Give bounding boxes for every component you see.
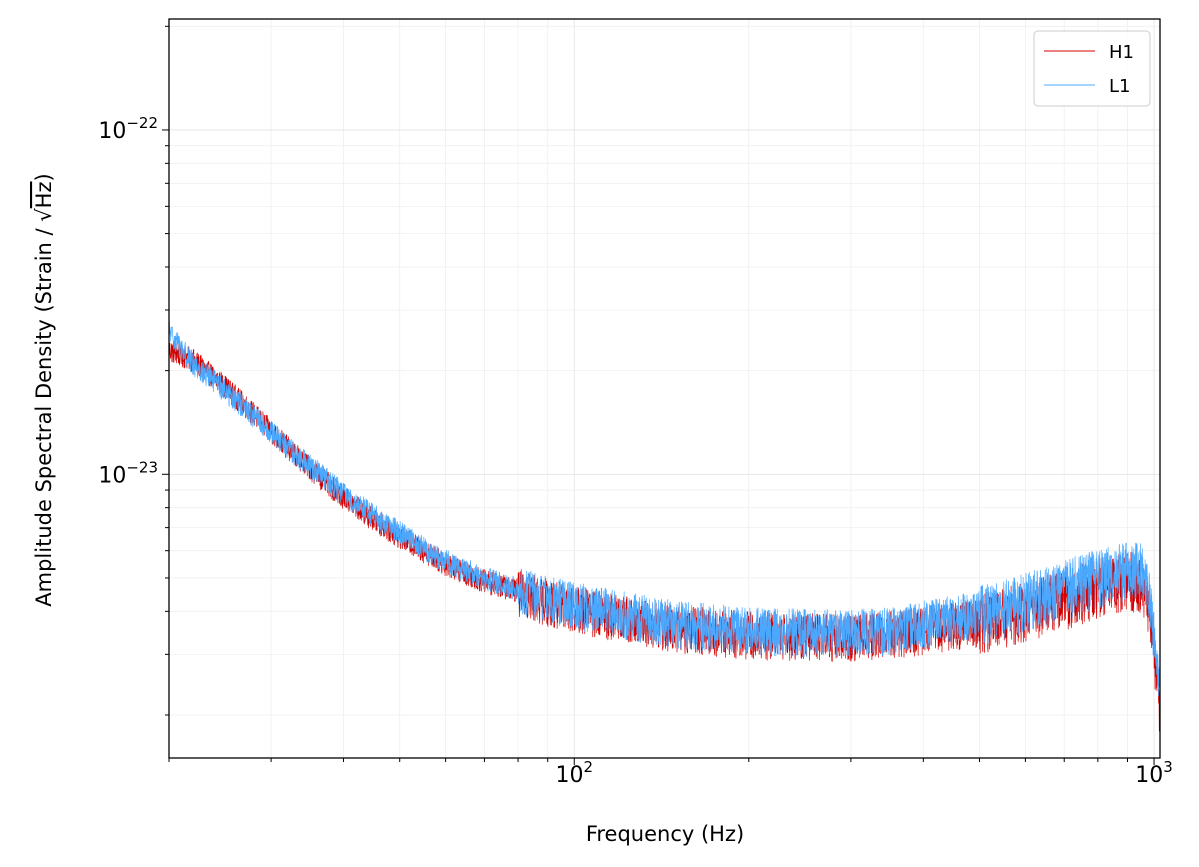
y-axis-label: Amplitude Spectral Density (Strain / √Hz… (32, 173, 56, 606)
x-axis-label: Frequency (Hz) (586, 822, 744, 846)
y-axis-label-prefix: Amplitude Spectral Density (Strain / (32, 222, 56, 607)
ticks: 102 103 10−23 10−22 (98, 25, 1173, 788)
legend-label-h1: H1 (1109, 42, 1134, 63)
y-axis-label-suffix: ) (32, 173, 56, 181)
x-tick-label: 103 (1135, 758, 1173, 788)
y-tick-label: 10−23 (98, 458, 158, 488)
series-group (168, 321, 1161, 732)
legend-label-l1: L1 (1109, 76, 1130, 97)
y-axis-label-radicand: Hz (32, 181, 56, 208)
plot-frame (168, 18, 1161, 759)
legend: H1 L1 (1033, 30, 1151, 107)
y-tick-label: 10−22 (98, 114, 158, 144)
x-tick-label: 102 (555, 758, 593, 788)
y-axis-label-text: Amplitude Spectral Density (Strain / √Hz… (32, 173, 56, 606)
series-line-l1 (168, 321, 1161, 709)
legend-box (1033, 30, 1151, 107)
y-axis-label-sqrt: √ (32, 208, 56, 222)
